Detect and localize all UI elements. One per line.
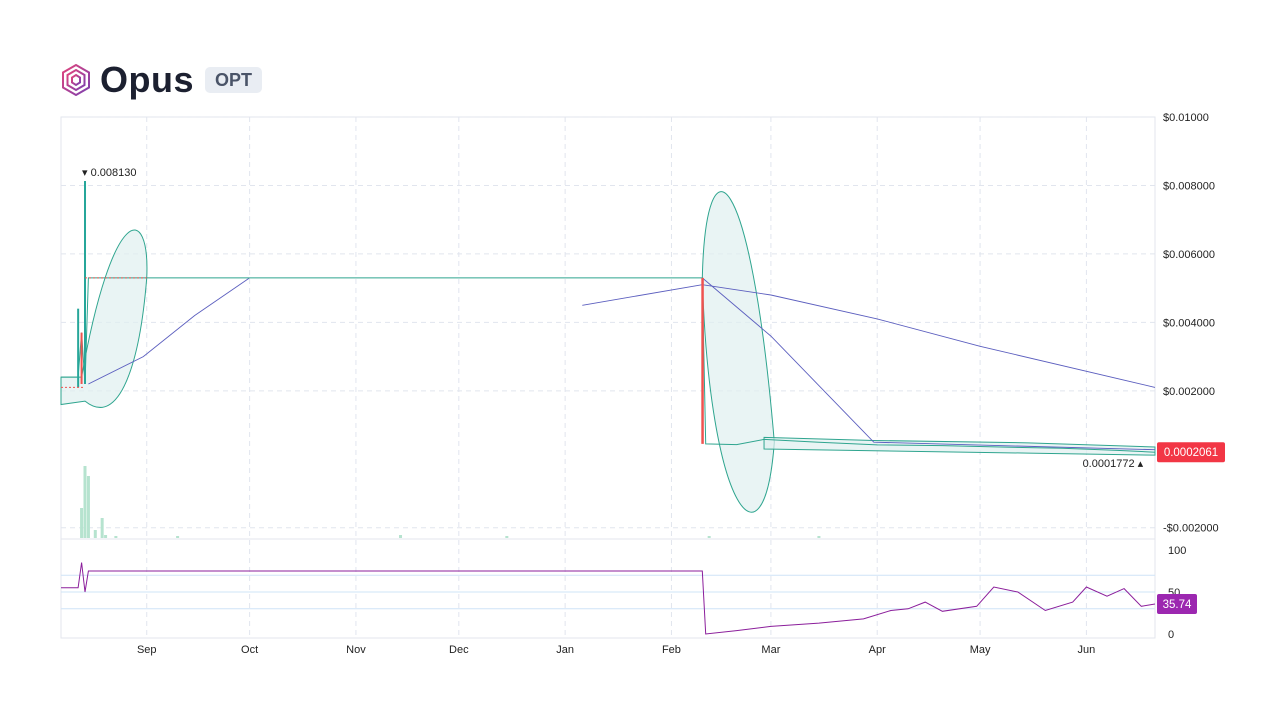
y-tick-label: $0.01000 <box>1163 112 1209 124</box>
volume-bar <box>86 476 90 538</box>
rsi-tick-label: 0 <box>1168 629 1174 641</box>
x-tick-label: Jan <box>556 644 574 656</box>
volume-bar <box>114 536 118 538</box>
y-tick-label: $0.002000 <box>1163 386 1215 398</box>
y-tick-label: $0.008000 <box>1163 180 1215 192</box>
high-price-label: ▾ 0.008130 <box>82 167 136 179</box>
last-price-label: 0.0002061 <box>1164 447 1218 459</box>
y-tick-label: $0.004000 <box>1163 317 1215 329</box>
volume-bar <box>100 518 104 538</box>
volume-bar <box>104 535 108 538</box>
y-tick-label: -$0.002000 <box>1163 523 1219 535</box>
ma-line-1 <box>88 277 250 385</box>
chart-frame <box>60 116 1156 639</box>
volume-bar <box>707 536 711 538</box>
rsi-line <box>61 562 1156 635</box>
rsi-value-label: 35.74 <box>1163 599 1192 611</box>
candle <box>84 181 87 384</box>
y-tick-label: $0.006000 <box>1163 249 1215 261</box>
band-lens-feb <box>701 191 775 513</box>
asset-name: Opus <box>100 59 195 100</box>
chart-labels: ▾ 0.008130 0.0001772 ▴ 0.0002061 35.74 <box>82 167 1225 614</box>
candle <box>80 332 83 384</box>
bollinger-bands <box>60 191 1156 513</box>
x-tick-label: Dec <box>449 644 469 656</box>
rsi-tick-label: 100 <box>1168 545 1186 557</box>
x-tick-label: May <box>970 644 991 656</box>
volume-bars <box>80 466 821 538</box>
chart-header: Opus OPT <box>60 58 263 102</box>
volume-bar <box>176 536 180 538</box>
last-price-badge <box>1157 442 1225 463</box>
price-line <box>61 277 1156 453</box>
ma-line-2 <box>582 284 1156 388</box>
drop-candle <box>701 277 704 444</box>
volume-bar <box>93 530 97 538</box>
band-lens-aug <box>60 229 148 408</box>
low-price-label: 0.0001772 ▴ <box>1083 458 1144 470</box>
volume-bar <box>80 508 84 538</box>
ma-line-3 <box>702 277 1156 451</box>
x-tick-label: Apr <box>869 644 886 656</box>
axes: $0.01000 $0.008000 $0.006000 $0.004000 $0.00… <box>137 112 1219 656</box>
volume-bar <box>399 535 403 538</box>
x-tick-label: Mar <box>761 644 780 656</box>
candle <box>77 308 80 388</box>
rsi-value-badge <box>1157 593 1197 614</box>
volume-bar <box>505 536 509 538</box>
opus-logo-icon <box>62 64 90 96</box>
ticker-badge: OPT <box>205 67 263 93</box>
volume-bar <box>817 536 821 538</box>
x-tick-label: Oct <box>241 644 258 656</box>
x-tick-label: Jun <box>1078 644 1096 656</box>
price-series <box>61 181 1156 453</box>
moving-averages <box>88 277 1156 451</box>
x-tick-label: Feb <box>662 644 681 656</box>
x-tick-label: Nov <box>346 644 366 656</box>
volume-bar <box>83 466 87 538</box>
grid <box>60 116 1156 639</box>
x-tick-label: Sep <box>137 644 157 656</box>
rsi-panel <box>61 562 1156 635</box>
